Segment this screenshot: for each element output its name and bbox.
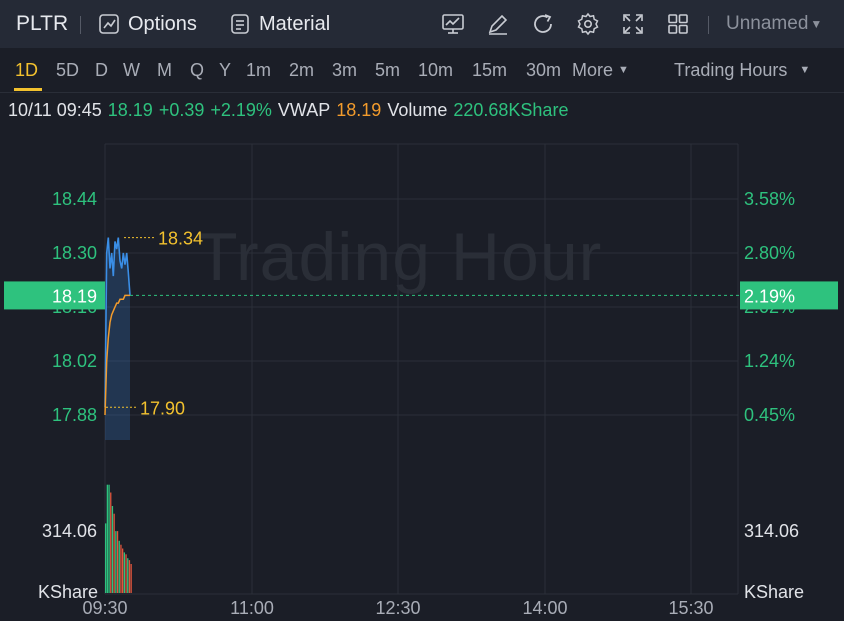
high-marker-label: 18.34 (158, 229, 203, 249)
timeframe-30m[interactable]: 30m (526, 59, 562, 80)
price-area (105, 237, 130, 440)
y-axis-tick-label-left: 17.88 (52, 405, 97, 425)
current-change-label: 2.19% (744, 286, 795, 306)
timeframe-5m[interactable]: 5m (375, 59, 401, 80)
divider (708, 16, 709, 34)
timeframe-d[interactable]: D (95, 59, 108, 80)
layout-name: Unnamed (726, 13, 809, 34)
vwap-line (104, 294, 130, 416)
quote-info-line: 10/11 09:45 18.19 +0.39 +2.19% VWAP 18.1… (8, 94, 574, 126)
material-button[interactable]: Material (229, 0, 330, 48)
volume-bar (125, 554, 127, 593)
volume-bar (127, 558, 129, 593)
x-axis-tick-label: 11:00 (230, 598, 274, 618)
options-label: Options (128, 12, 197, 35)
price-line (104, 237, 131, 408)
volume-tick-label-right: 314.06 (744, 521, 799, 541)
volume-bar (130, 564, 132, 593)
refresh-icon[interactable] (531, 12, 555, 36)
timeframe-5d[interactable]: 5D (56, 59, 80, 80)
vwap-value: 18.19 (336, 99, 382, 120)
volume-bar (123, 552, 125, 593)
x-axis-tick-label: 09:30 (82, 598, 127, 618)
quote-datetime: 10/11 09:45 (8, 99, 102, 120)
x-axis-tick-label: 14:00 (522, 598, 567, 618)
volume-bar (105, 523, 107, 593)
volume-bar (116, 531, 119, 593)
caret-down-icon: ▼ (618, 64, 629, 76)
more-dropdown[interactable]: More ▼ (572, 48, 629, 92)
volume-bar (113, 513, 115, 593)
timeframe-bar: 1D 5D D W M Q Y 1m 2m 3m 5m 10m 15m 30m … (0, 48, 844, 93)
volume-bar (128, 560, 131, 593)
options-icon (98, 13, 120, 35)
caret-down-icon: ▼ (799, 64, 811, 76)
quote-change-pct: +2.19% (210, 99, 272, 120)
grid-icon[interactable] (666, 12, 690, 36)
volume-value: 220.68KShare (453, 99, 569, 120)
volume-bar (120, 544, 122, 593)
current-price-label: 18.19 (52, 286, 97, 306)
more-label: More (572, 59, 614, 80)
volume-bar (108, 484, 110, 593)
timeframe-1d[interactable]: 1D (15, 59, 39, 80)
session-label: Trading Hours (674, 59, 788, 80)
volume-bar (118, 540, 120, 593)
y-axis-tick-label-right: 3.58% (744, 189, 795, 209)
y-axis-tick-label-left: 18.30 (52, 243, 97, 263)
divider (80, 16, 81, 34)
pen-icon[interactable] (486, 12, 510, 36)
caret-down-icon: ▼ (810, 17, 823, 31)
document-icon (229, 13, 251, 35)
volume-unit-label-left: KShare (38, 582, 98, 602)
x-axis-tick-label: 15:30 (668, 598, 713, 618)
volume-tick-label-left: 314.06 (42, 521, 97, 541)
top-toolbar: PLTR Options Material Unnamed ▼ (0, 0, 844, 48)
y-axis-tick-label-right: 0.45% (744, 405, 795, 425)
volume-bar (115, 531, 117, 593)
timeframe-q[interactable]: Q (190, 59, 205, 80)
volume-bar (111, 506, 114, 593)
x-axis-tick-label: 12:30 (375, 598, 420, 618)
active-timeframe-indicator (14, 88, 42, 91)
timeframe-y[interactable]: Y (219, 59, 232, 80)
timeframe-3m[interactable]: 3m (332, 59, 358, 80)
quote-price: 18.19 (107, 99, 153, 120)
layout-dropdown[interactable]: Unnamed ▼ (726, 0, 822, 48)
timeframe-m[interactable]: M (157, 59, 172, 80)
symbol-label[interactable]: PLTR (16, 12, 69, 35)
current-change-badge (740, 281, 838, 310)
low-marker-label: 17.90 (140, 398, 185, 418)
y-axis-tick-label-right: 1.24% (744, 351, 795, 371)
session-dropdown[interactable]: Trading Hours ▼ (674, 48, 810, 92)
watermark: Trading Hour (196, 219, 603, 295)
vwap-label: VWAP (277, 99, 331, 120)
timeframe-15m[interactable]: 15m (472, 59, 508, 80)
quote-change: +0.39 (158, 99, 205, 120)
current-price-badge (4, 281, 105, 310)
volume-bar (122, 548, 124, 593)
gear-icon[interactable] (576, 12, 600, 36)
y-axis-tick-label-left: 18.44 (52, 189, 97, 209)
fullscreen-icon[interactable] (621, 12, 645, 36)
timeframe-10m[interactable]: 10m (418, 59, 454, 80)
timeframe-w[interactable]: W (123, 59, 140, 80)
volume-bar (110, 492, 112, 593)
y-axis-tick-label-left: 18.02 (52, 351, 97, 371)
volume-label: Volume (387, 99, 448, 120)
volume-unit-label-right: KShare (744, 582, 804, 602)
options-button[interactable]: Options (98, 0, 197, 48)
timeframe-2m[interactable]: 2m (289, 59, 315, 80)
volume-bar (106, 484, 108, 593)
material-label: Material (259, 12, 331, 35)
timeframe-1m[interactable]: 1m (246, 59, 272, 80)
chart-icon[interactable] (441, 12, 465, 36)
y-axis-tick-label-right: 2.80% (744, 243, 795, 263)
